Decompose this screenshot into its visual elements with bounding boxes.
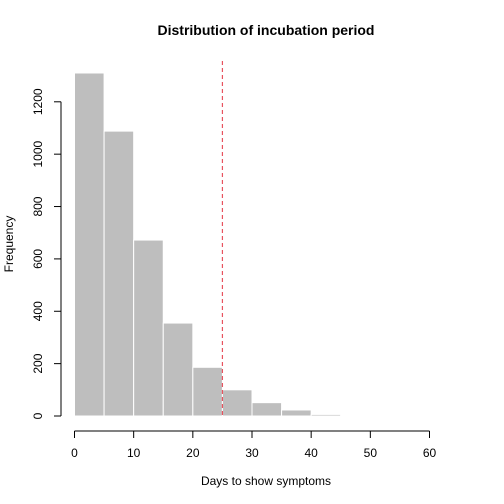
y-tick-label: 600 (31, 249, 45, 269)
histogram-bar (251, 402, 283, 417)
y-tick-label: 400 (31, 301, 45, 321)
histogram-bar (310, 413, 342, 417)
histogram-bar (162, 322, 194, 417)
x-axis: 0 10 20 30 40 50 60 (71, 430, 437, 460)
x-tick-label: 60 (423, 446, 437, 460)
chart-title: Distribution of incubation period (158, 22, 375, 38)
histogram-bar (74, 72, 105, 417)
y-tick-label: 800 (31, 196, 45, 216)
y-tick-label: 1200 (31, 88, 45, 115)
x-tick-label: 50 (364, 446, 378, 460)
y-axis: 0 200 400 600 800 1000 1200 (31, 88, 62, 419)
y-tick-label: 200 (31, 353, 45, 373)
x-tick-label: 10 (127, 446, 141, 460)
histogram-bar (340, 414, 371, 417)
histogram-bar (281, 409, 312, 417)
bars-group (74, 72, 371, 417)
x-tick-label: 40 (304, 446, 318, 460)
x-tick-label: 0 (71, 446, 78, 460)
y-tick-label: 0 (31, 412, 45, 419)
x-axis-label: Days to show symptoms (201, 474, 331, 488)
histogram-bar (133, 239, 164, 417)
histogram-bar (221, 389, 253, 417)
x-tick-label: 30 (245, 446, 259, 460)
y-tick-label: 1000 (31, 140, 45, 167)
histogram-bar (192, 366, 223, 417)
y-axis-label: Frequency (2, 216, 16, 273)
histogram-bar (103, 130, 135, 417)
x-tick-label: 20 (186, 446, 200, 460)
